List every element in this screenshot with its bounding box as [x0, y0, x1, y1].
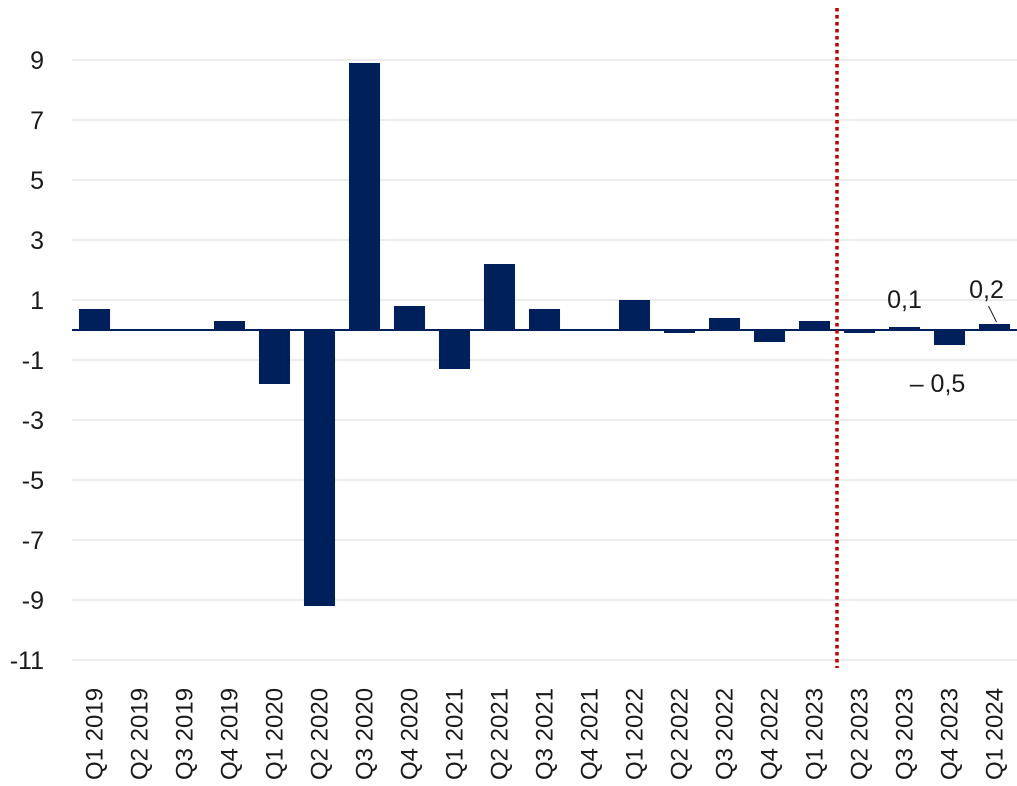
bar-q1-2023: [798, 321, 831, 330]
y-tick-label: 9: [30, 47, 44, 75]
bar-q2-2021: [483, 264, 516, 330]
bar-q1-2021: [438, 330, 471, 369]
x-tick-label: Q4 2022: [757, 688, 784, 780]
bar-q4-2020: [393, 306, 426, 330]
x-tick-label: Q3 2022: [712, 688, 739, 780]
y-tick-label: 5: [30, 167, 44, 195]
x-tick-label: Q1 2021: [442, 688, 469, 780]
x-tick-label: Q1 2023: [802, 688, 829, 780]
y-tick-label: 1: [30, 287, 44, 315]
bar-q1-2022: [618, 300, 651, 330]
x-tick-label: Q2 2021: [487, 688, 514, 780]
bar-q4-2022: [753, 330, 786, 342]
y-axis-tick-labels: 9 7 5 3 1 -1 -3 -5 -7 -9 -11: [10, 47, 44, 675]
y-tick-label: -11: [10, 647, 44, 675]
data-label-leader: [988, 305, 997, 323]
x-tick-label: Q1 2024: [982, 688, 1009, 780]
y-tick-label: -9: [22, 587, 44, 615]
x-tick-label: Q4 2019: [217, 688, 244, 780]
data-label-q3-2023: 0,1: [887, 286, 922, 314]
y-tick-label: 3: [30, 227, 44, 255]
x-tick-label: Q4 2023: [937, 688, 964, 780]
y-tick-label: -5: [22, 467, 44, 495]
x-tick-label: Q2 2019: [127, 688, 154, 780]
x-tick-label: Q3 2019: [172, 688, 199, 780]
bar-q3-2021: [528, 309, 561, 330]
bar-q4-2023: [933, 330, 966, 345]
bar-q2-2023: [843, 330, 876, 333]
bar-q4-2019: [213, 321, 246, 330]
bar-q3-2020: [348, 63, 381, 330]
x-tick-label: Q3 2020: [352, 688, 379, 780]
bar-q2-2020: [303, 330, 336, 606]
bar-q3-2023: [888, 327, 921, 330]
x-tick-label: Q2 2020: [307, 688, 334, 780]
y-tick-label: -7: [22, 527, 44, 555]
data-label-q1-2024: 0,2: [969, 276, 1004, 304]
x-tick-label: Q2 2023: [847, 688, 874, 780]
data-label-q4-2023: – 0,5: [910, 370, 966, 398]
x-tick-label: Q1 2019: [82, 688, 109, 780]
y-tick-label: 7: [30, 107, 44, 135]
x-tick-label: Q1 2022: [622, 688, 649, 780]
bar-q1-2019: [78, 309, 111, 330]
bar-q1-2024: [978, 324, 1011, 330]
x-tick-label: Q3 2021: [532, 688, 559, 780]
y-tick-label: -1: [22, 347, 44, 375]
gridlines: [72, 59, 1017, 661]
x-tick-label: Q4 2020: [397, 688, 424, 780]
x-tick-label: Q1 2020: [262, 688, 289, 780]
x-axis-tick-labels: Q1 2019 Q2 2019 Q3 2019 Q4 2019 Q1 2020 Q2 20…: [82, 688, 1009, 780]
y-tick-label: -3: [22, 407, 44, 435]
bar-q3-2022: [708, 318, 741, 330]
x-tick-label: Q4 2021: [577, 688, 604, 780]
data-labels: 0,1 – 0,5 0,2: [887, 276, 1004, 398]
x-tick-label: Q2 2022: [667, 688, 694, 780]
bar-q1-2020: [258, 330, 291, 384]
bar-q2-2022: [663, 330, 696, 333]
x-tick-label: Q3 2023: [892, 688, 919, 780]
bars: [78, 63, 1011, 606]
